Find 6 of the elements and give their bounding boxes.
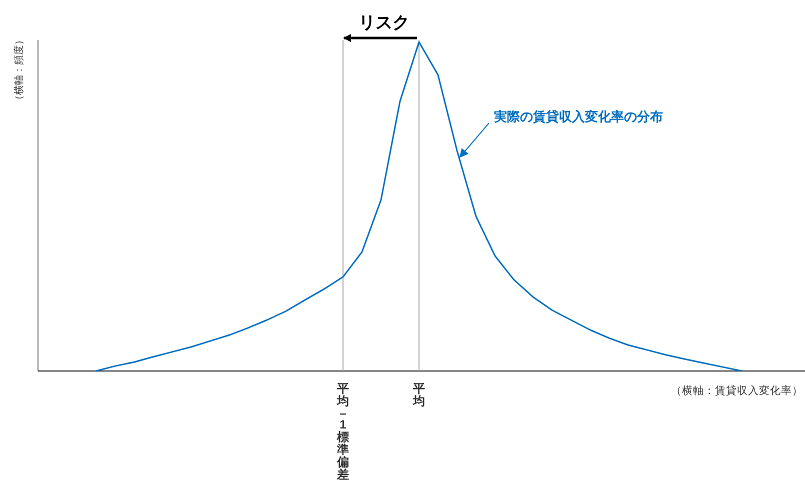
text: （横軸：頻度） xyxy=(13,35,25,105)
x-tick-label: 平均 xyxy=(413,382,425,408)
text: リスク xyxy=(358,13,410,32)
x-axis-title: （横軸：賃貸収入変化率） xyxy=(671,384,803,397)
annotation: 実際の賃貸収入変化率の分布 xyxy=(493,109,663,124)
x-tick-label: 平均－1標準偏差 xyxy=(337,382,349,482)
